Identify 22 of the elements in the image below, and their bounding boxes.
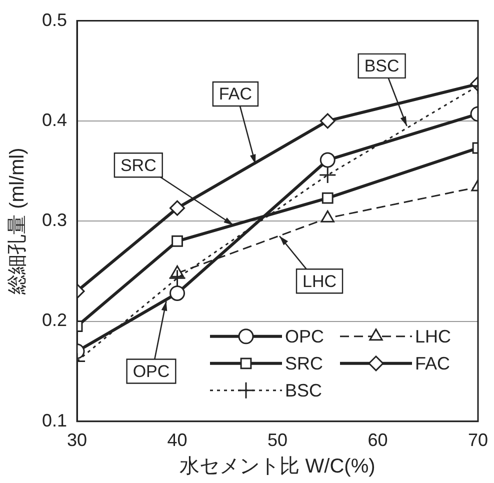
annotation: BSC	[364, 56, 400, 76]
annotation: OPC	[132, 362, 170, 381]
x-axis-title: 水セメント比 W/C(%)	[180, 456, 376, 478]
y-tick-label: 0.1	[42, 410, 68, 430]
annotation: FAC	[218, 84, 252, 104]
legend-label: OPC	[285, 326, 324, 346]
y-tick-label: 0.2	[42, 310, 68, 330]
legend-label: SRC	[285, 353, 324, 374]
annotation: SRC	[120, 156, 156, 175]
x-tick-label: 30	[67, 430, 88, 450]
y-tick-label: 0.3	[42, 210, 68, 230]
legend-label: LHC	[415, 326, 452, 346]
y-axis-title: 総細孔量 (ml/ml)	[6, 148, 29, 296]
legend-label: BSC	[285, 380, 322, 400]
x-tick-label: 50	[267, 430, 288, 450]
x-tick-label: 70	[468, 430, 488, 450]
y-tick-label: 0.5	[42, 10, 68, 30]
x-tick-label: 60	[368, 430, 388, 450]
annotation: LHC	[302, 272, 337, 291]
y-tick-label: 0.4	[42, 110, 68, 130]
x-tick-label: 40	[167, 430, 188, 450]
legend-label: FAC	[415, 353, 450, 374]
